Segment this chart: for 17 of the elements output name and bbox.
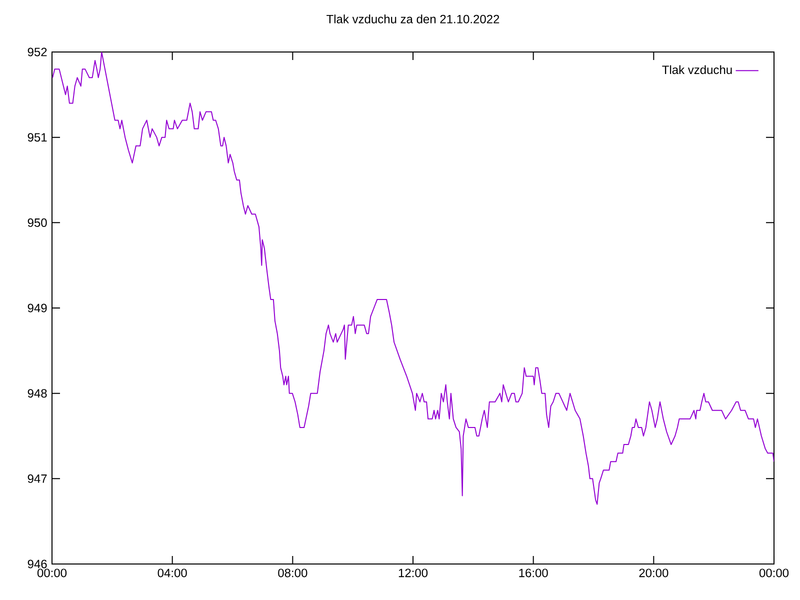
x-tick-label: 04:00	[158, 568, 187, 578]
x-tick-label: 00:00	[759, 568, 789, 578]
x-tick-label: 12:00	[398, 568, 428, 578]
line-series	[52, 52, 774, 505]
y-tick-label: 948	[28, 389, 47, 398]
y-tick-label: 946	[28, 560, 47, 568]
y-tick-label: 950	[28, 218, 47, 227]
y-tick-label: 951	[28, 133, 47, 142]
legend-label: Tlak vzduchu	[662, 65, 732, 74]
y-tick-label: 949	[28, 304, 47, 312]
chart-title: Tlak vzduchu za den 21.10.2022	[326, 14, 500, 24]
x-tick-label: 08:00	[278, 568, 308, 578]
y-tick-label: 947	[28, 474, 47, 483]
y-tick-label: 952	[28, 48, 47, 56]
x-tick-label: 20:00	[639, 568, 668, 578]
x-tick-label: 00:00	[37, 568, 67, 578]
x-tick-label: 16:00	[519, 568, 548, 578]
